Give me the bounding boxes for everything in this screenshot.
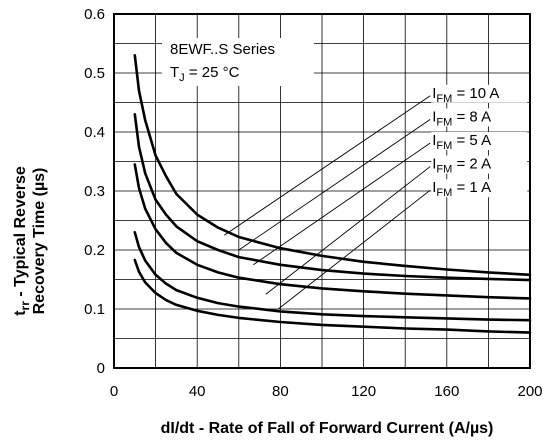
x-tick-label: 120 bbox=[351, 383, 376, 400]
y-tick-label: 0.3 bbox=[84, 183, 105, 200]
y-tick-label: 0.4 bbox=[84, 124, 105, 141]
series-label-4: IFM = 1 A bbox=[432, 179, 491, 199]
series-label-background bbox=[431, 155, 528, 174]
y-tick-label: 0.2 bbox=[84, 242, 105, 259]
annotation-background bbox=[162, 38, 314, 86]
x-tick-label: 80 bbox=[272, 383, 289, 400]
y-axis-title: trr - Typical Reverse Recovery Time (µs) bbox=[12, 166, 48, 316]
series-label-2: IFM = 5 A bbox=[432, 132, 491, 152]
y-axis-title-line1: trr - Typical Reverse bbox=[12, 166, 32, 316]
series-label-1: IFM = 8 A bbox=[432, 108, 491, 128]
series-curve-4 bbox=[133, 258, 532, 334]
series-leader-line-0 bbox=[223, 95, 431, 236]
series-leader-line-2 bbox=[253, 142, 431, 266]
series-leader-lines bbox=[223, 95, 431, 310]
tick-labels: 0 40 80 120 160 200 0 0.1 0.2 0.3 0.4 0.5 0.6 bbox=[84, 6, 542, 400]
x-tick-label: 200 bbox=[517, 383, 542, 400]
series-curves bbox=[133, 54, 532, 334]
annotation-box: 8EWF..S Series TJ = 25 °C bbox=[162, 38, 314, 86]
annotation-condition-sub: J bbox=[179, 72, 185, 84]
annotation-condition-rest: = 25 °C bbox=[185, 64, 240, 81]
y-tick-label: 0.1 bbox=[84, 301, 105, 318]
series-label-background bbox=[431, 84, 528, 103]
x-tick-label: 40 bbox=[189, 383, 206, 400]
series-labels: IFM = 10 A IFM = 8 A IFM = 5 A IFM = 2 A IFM… bbox=[431, 84, 528, 199]
series-curve-3 bbox=[133, 231, 532, 322]
y-tick-label: 0 bbox=[97, 360, 105, 377]
series-label-background bbox=[431, 179, 528, 198]
x-axis-title: dI/dt - Rate of Fall of Forward Current … bbox=[161, 420, 494, 437]
series-curve-1 bbox=[133, 113, 532, 282]
x-tick-label: 160 bbox=[434, 383, 459, 400]
y-axis-symbol: t bbox=[12, 310, 29, 316]
x-tick-label: 0 bbox=[110, 383, 118, 400]
annotation-condition-main: T bbox=[170, 64, 179, 81]
series-label-0: IFM = 10 A bbox=[432, 85, 499, 105]
series-label-background bbox=[431, 108, 528, 127]
y-axis-symbol-sub: rr bbox=[18, 301, 32, 311]
annotation-condition: TJ = 25 °C bbox=[170, 64, 240, 84]
y-tick-label: 0.6 bbox=[84, 6, 105, 23]
y-tick-label: 0.5 bbox=[84, 65, 105, 82]
series-leader-line-1 bbox=[238, 119, 431, 251]
series-label-background bbox=[431, 131, 528, 150]
series-curve-2 bbox=[133, 163, 532, 300]
y-axis-title-rest: - Typical Reverse bbox=[12, 166, 29, 301]
series-leader-line-3 bbox=[265, 166, 431, 295]
series-leader-line-4 bbox=[278, 189, 431, 310]
annotation-series-name: 8EWF..S Series bbox=[170, 41, 275, 58]
plot-frame bbox=[113, 13, 531, 369]
y-axis-title-line2: Recovery Time (µs) bbox=[31, 168, 48, 315]
series-label-3: IFM = 2 A bbox=[432, 156, 491, 176]
